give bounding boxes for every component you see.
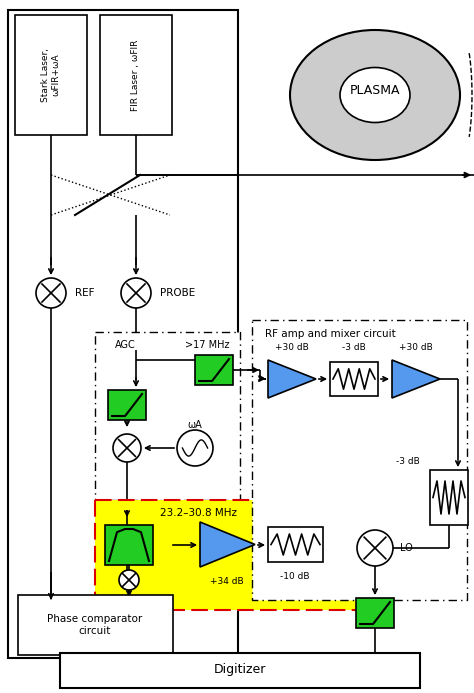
Bar: [8, 10, 238, 658]
Bar: [60, 653, 420, 688]
Text: >17 MHz: >17 MHz: [185, 340, 229, 350]
Bar: [252, 320, 467, 600]
Text: PROBE: PROBE: [160, 288, 195, 298]
Polygon shape: [200, 522, 255, 567]
Text: PLASMA: PLASMA: [350, 83, 400, 96]
Circle shape: [121, 278, 151, 308]
Text: LO: LO: [400, 543, 413, 553]
Text: -10 dB: -10 dB: [280, 572, 310, 581]
Text: ωA: ωA: [188, 420, 202, 430]
Text: 23.2–30.8 MHz: 23.2–30.8 MHz: [160, 508, 237, 518]
Bar: [356, 598, 394, 628]
Circle shape: [119, 570, 139, 590]
Circle shape: [177, 430, 213, 466]
Circle shape: [113, 434, 141, 462]
Text: Digitizer: Digitizer: [214, 663, 266, 676]
Polygon shape: [392, 360, 440, 398]
Bar: [95, 500, 360, 610]
Ellipse shape: [290, 30, 460, 160]
Ellipse shape: [340, 67, 410, 123]
Bar: [18, 595, 173, 655]
Text: RF amp and mixer circuit: RF amp and mixer circuit: [265, 329, 396, 339]
Text: -3 dB: -3 dB: [342, 343, 366, 352]
Text: +30 dB: +30 dB: [275, 343, 309, 352]
Text: +34 dB: +34 dB: [210, 577, 244, 586]
Bar: [195, 355, 233, 385]
Bar: [330, 362, 378, 396]
Text: AGC: AGC: [115, 340, 136, 350]
Text: FIR Laser , ωFIR: FIR Laser , ωFIR: [131, 40, 140, 111]
Text: Phase comparator
circuit: Phase comparator circuit: [47, 614, 143, 635]
Bar: [430, 470, 468, 525]
Text: REF: REF: [75, 288, 94, 298]
Circle shape: [357, 530, 393, 566]
Bar: [105, 525, 153, 565]
Circle shape: [36, 278, 66, 308]
Text: -3 dB: -3 dB: [396, 457, 420, 466]
Bar: [108, 390, 146, 420]
Text: Stark Laser,
ωFIR+ωA: Stark Laser, ωFIR+ωA: [41, 48, 61, 102]
Bar: [268, 527, 323, 562]
Polygon shape: [268, 360, 316, 398]
Bar: [100, 15, 172, 135]
Text: +30 dB: +30 dB: [399, 343, 433, 352]
Bar: [95, 332, 240, 500]
Bar: [15, 15, 87, 135]
